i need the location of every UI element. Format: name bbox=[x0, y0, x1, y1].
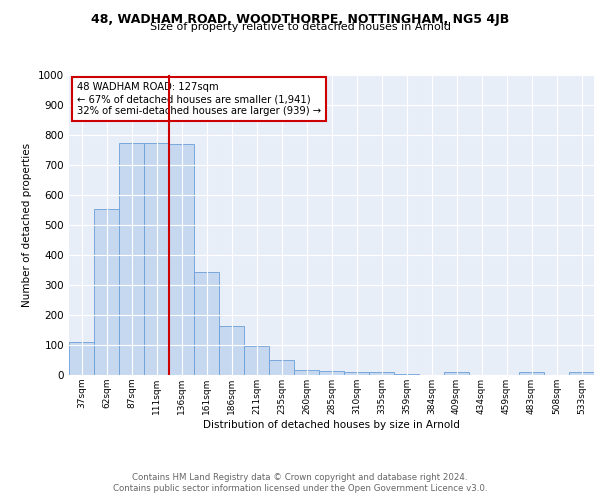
Bar bbox=[444, 372, 469, 375]
Text: Size of property relative to detached houses in Arnold: Size of property relative to detached ho… bbox=[149, 22, 451, 32]
Bar bbox=[394, 374, 419, 375]
Bar bbox=[344, 372, 369, 375]
Bar bbox=[69, 342, 94, 375]
Bar bbox=[169, 144, 194, 375]
Bar bbox=[144, 142, 169, 375]
Bar bbox=[319, 372, 344, 375]
Bar bbox=[569, 372, 594, 375]
Bar bbox=[94, 208, 119, 375]
X-axis label: Distribution of detached houses by size in Arnold: Distribution of detached houses by size … bbox=[203, 420, 460, 430]
Bar bbox=[219, 326, 244, 375]
Text: Contains HM Land Registry data © Crown copyright and database right 2024.: Contains HM Land Registry data © Crown c… bbox=[132, 472, 468, 482]
Text: 48 WADHAM ROAD: 127sqm
← 67% of detached houses are smaller (1,941)
32% of semi-: 48 WADHAM ROAD: 127sqm ← 67% of detached… bbox=[77, 82, 321, 116]
Bar bbox=[369, 372, 394, 375]
Text: Contains public sector information licensed under the Open Government Licence v3: Contains public sector information licen… bbox=[113, 484, 487, 493]
Bar bbox=[519, 372, 544, 375]
Bar bbox=[244, 346, 269, 375]
Bar bbox=[194, 272, 219, 375]
Bar bbox=[269, 360, 294, 375]
Bar bbox=[119, 142, 144, 375]
Y-axis label: Number of detached properties: Number of detached properties bbox=[22, 143, 32, 307]
Text: 48, WADHAM ROAD, WOODTHORPE, NOTTINGHAM, NG5 4JB: 48, WADHAM ROAD, WOODTHORPE, NOTTINGHAM,… bbox=[91, 12, 509, 26]
Bar bbox=[294, 370, 319, 375]
